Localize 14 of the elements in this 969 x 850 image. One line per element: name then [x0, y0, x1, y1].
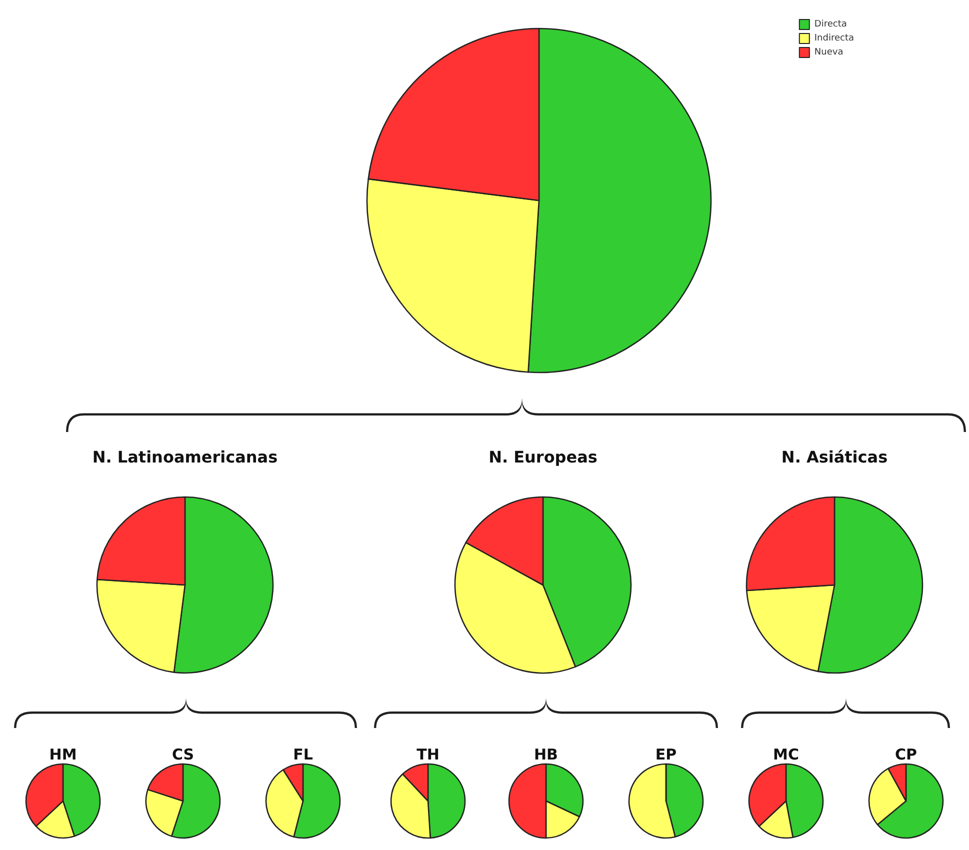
chart-title: TH — [416, 746, 440, 764]
chart-title: FL — [293, 746, 314, 764]
chart-title: N. Latinoamericanas — [92, 448, 278, 466]
chart-title: N. Europeas — [488, 448, 598, 466]
legend-label: Nueva — [814, 48, 844, 58]
chart-title: EP — [655, 746, 677, 764]
chart-title: N. Asiáticas — [781, 448, 888, 466]
chart-title: MC — [773, 746, 799, 764]
chart-title: CP — [894, 746, 918, 764]
legend-label: Indirecta — [814, 34, 854, 44]
chart-title: HB — [534, 746, 558, 764]
chart-title: CS — [172, 746, 194, 764]
legend-label: Directa — [814, 20, 847, 30]
chart-title: HM — [49, 746, 77, 764]
